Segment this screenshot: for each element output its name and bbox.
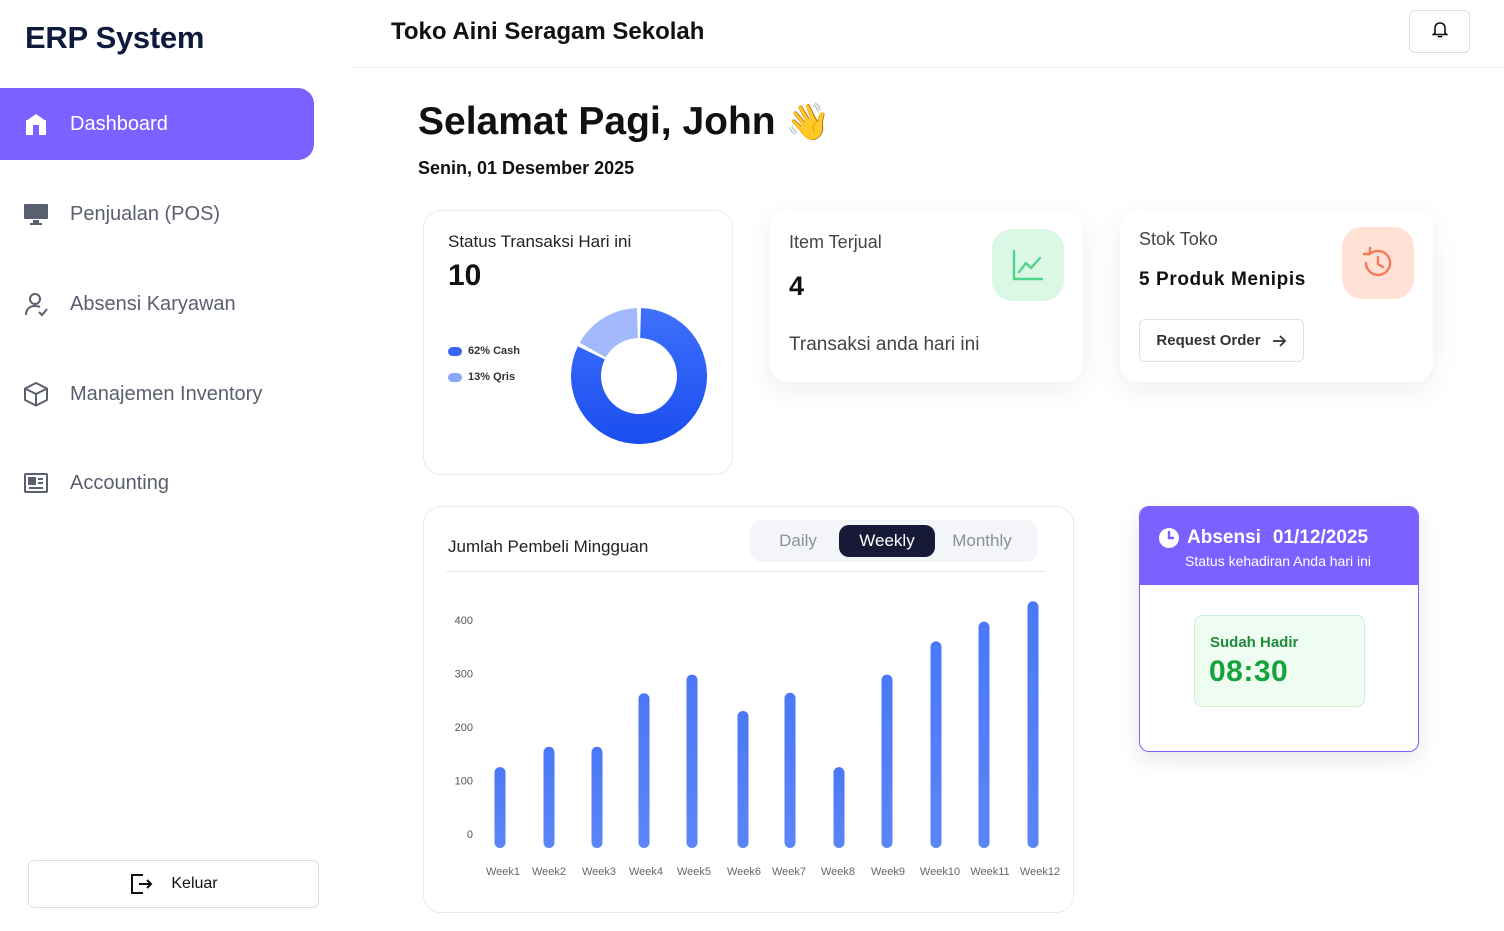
card-title: Stok Toko: [1139, 229, 1218, 249]
sidebar-item-label: Penjualan (POS): [70, 202, 221, 225]
x-tick-label: Week10: [920, 866, 960, 878]
x-tick-label: Week4: [629, 866, 663, 878]
history-icon: [1342, 227, 1414, 299]
bar-week5: [686, 674, 698, 848]
arrow-right-icon: [1271, 333, 1287, 349]
attendance-status-box: Sudah Hadir 08:30: [1194, 615, 1365, 707]
sidebar-item-inventory[interactable]: Manajemen Inventory: [0, 358, 314, 430]
attendance-header: Absensi 01/12/2025 Status kehadiran Anda…: [1140, 507, 1418, 585]
weekly-bar-chart: 0 100 200 300 400 Week1 Week2 Week3 Week4 Week5 We…: [455, 601, 1060, 878]
x-tick-label: Week12: [1020, 866, 1060, 878]
card-subtitle: Transaksi anda hari ini: [789, 334, 980, 355]
bar-week6: [737, 710, 749, 848]
attendance-title: Absensi 01/12/2025: [1158, 527, 1368, 549]
x-tick-label: Week5: [677, 866, 711, 878]
logout-label: Keluar: [171, 875, 218, 892]
legend-label: 13% Qris: [468, 371, 516, 383]
x-tick-label: Week6: [727, 866, 761, 878]
donut-slice-qris: [579, 308, 638, 358]
bar-week4: [638, 693, 650, 848]
bar-week7: [784, 692, 796, 848]
x-tick-label: Week11: [970, 866, 1009, 878]
sidebar-item-label: Manajemen Inventory: [70, 382, 263, 405]
x-tick-label: Week3: [582, 866, 616, 878]
card-title: Jumlah Pembeli Mingguan: [448, 537, 649, 556]
sidebar-item-dashboard[interactable]: Dashboard: [0, 88, 314, 160]
bell-icon: [1430, 19, 1450, 44]
attendance-status-label: Sudah Hadir: [1210, 634, 1299, 651]
payment-donut-chart: [571, 308, 707, 444]
x-tick-label: Week1: [486, 866, 520, 878]
y-tick-label: 0: [467, 829, 473, 841]
bar-week11: [978, 621, 990, 848]
card-title: Item Terjual: [789, 232, 882, 252]
logout-icon: [129, 872, 153, 896]
bar-week2: [543, 746, 555, 848]
period-segmented-control: Daily Weekly Monthly: [750, 520, 1038, 562]
greeting-text: Selamat Pagi, John: [418, 100, 776, 143]
greeting-title: Selamat Pagi, John 👋: [418, 100, 830, 144]
bar-week10: [930, 641, 942, 848]
weekly-buyers-card: Jumlah Pembeli Mingguan Daily Weekly Mon…: [423, 506, 1074, 913]
y-tick-label: 400: [455, 615, 473, 627]
attendance-date: 01/12/2025: [1272, 527, 1369, 548]
wave-emoji: 👋: [785, 101, 831, 142]
y-tick-label: 100: [455, 776, 473, 788]
attendance-title-text: Absensi: [1187, 527, 1261, 548]
current-date: Senin, 01 Desember 2025: [418, 158, 635, 178]
transaction-count: 10: [448, 259, 482, 292]
card-title: Status Transaksi Hari ini: [448, 232, 632, 251]
legend-swatch: [448, 346, 462, 356]
chart-line-icon: [992, 229, 1064, 301]
legend-item-qris: 13% Qris: [448, 371, 515, 383]
y-tick-label: 200: [455, 722, 473, 734]
legend-label: 62% Cash: [468, 345, 520, 357]
y-tick-label: 300: [455, 669, 473, 681]
sidebar-item-penjualan[interactable]: Penjualan (POS): [0, 178, 314, 250]
logout-button[interactable]: Keluar: [28, 860, 319, 908]
legend-item-cash: 62% Cash: [448, 345, 520, 357]
attendance-card: Absensi 01/12/2025 Status kehadiran Anda…: [1139, 506, 1419, 752]
x-tick-label: Week8: [821, 866, 855, 878]
button-label: Request Order: [1156, 332, 1261, 349]
sidebar-item-label: Dashboard: [70, 112, 168, 135]
box-icon: [22, 380, 50, 408]
low-stock-value: 5 Produk Menipis: [1139, 269, 1306, 290]
sidebar: ERP System Dashboard Penjualan (POS) Abs…: [0, 0, 352, 931]
ledger-icon: [22, 469, 50, 497]
sidebar-item-label: Accounting: [70, 471, 169, 494]
bar-week12: [1027, 601, 1039, 848]
donut-slice-cash: [571, 308, 707, 444]
brand-title: ERP System: [25, 20, 205, 55]
items-sold-value: 4: [789, 271, 805, 301]
transaction-status-card: Status Transaksi Hari ini 10 62% Cash 13…: [423, 210, 733, 475]
clock-icon: [1158, 527, 1180, 549]
items-sold-card: Item Terjual 4 Transaksi anda hari ini: [770, 210, 1083, 382]
store-icon: [22, 110, 50, 138]
notification-button[interactable]: [1409, 10, 1470, 53]
attendance-subtitle: Status kehadiran Anda hari ini: [1185, 553, 1372, 569]
x-tick-label: Week9: [871, 866, 905, 878]
request-order-button[interactable]: Request Order: [1139, 319, 1304, 362]
bar-week8: [833, 767, 845, 848]
user-check-icon: [22, 290, 50, 318]
bar-week1: [494, 767, 506, 848]
sidebar-item-accounting[interactable]: Accounting: [0, 447, 314, 519]
bar-week9: [881, 674, 893, 848]
top-header: Toko Aini Seragam Sekolah: [352, 0, 1504, 68]
legend-swatch: [448, 372, 462, 382]
attendance-time: 08:30: [1209, 655, 1289, 688]
tab-weekly[interactable]: Weekly: [839, 525, 935, 557]
bar-week3: [591, 746, 603, 848]
store-name: Toko Aini Seragam Sekolah: [391, 18, 705, 45]
tab-monthly[interactable]: Monthly: [952, 531, 1012, 550]
divider: [446, 571, 1046, 572]
store-stock-card: Stok Toko 5 Produk Menipis Request Order: [1120, 210, 1433, 382]
x-tick-label: Week7: [772, 866, 806, 878]
sidebar-item-label: Absensi Karyawan: [70, 292, 236, 315]
sidebar-item-absensi[interactable]: Absensi Karyawan: [0, 268, 314, 340]
tab-daily[interactable]: Daily: [779, 531, 817, 550]
monitor-icon: [22, 200, 50, 228]
x-tick-label: Week2: [532, 866, 566, 878]
